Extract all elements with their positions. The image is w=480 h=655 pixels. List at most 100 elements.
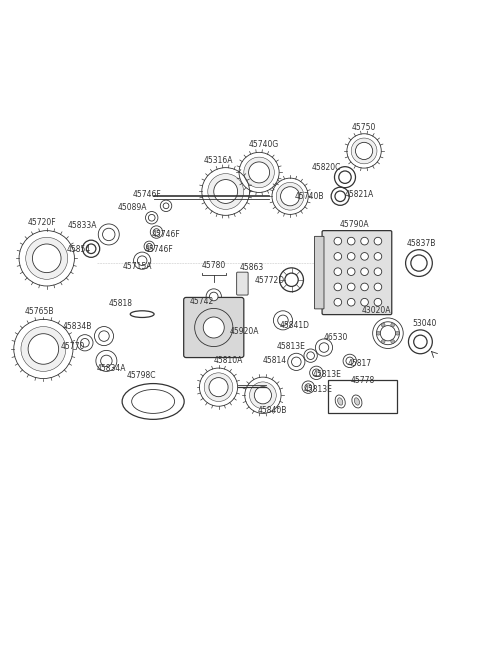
Text: 45765B: 45765B bbox=[25, 307, 54, 316]
Circle shape bbox=[346, 357, 354, 365]
Text: 45810A: 45810A bbox=[214, 356, 243, 365]
Circle shape bbox=[285, 273, 298, 286]
Circle shape bbox=[137, 256, 147, 265]
Circle shape bbox=[209, 292, 218, 301]
Circle shape bbox=[21, 327, 66, 371]
Text: 45089A: 45089A bbox=[118, 203, 147, 212]
Circle shape bbox=[396, 331, 399, 335]
Circle shape bbox=[312, 369, 320, 377]
FancyBboxPatch shape bbox=[322, 231, 392, 314]
Ellipse shape bbox=[132, 390, 175, 413]
Text: 45790A: 45790A bbox=[340, 219, 369, 229]
Text: 45780: 45780 bbox=[202, 261, 226, 271]
Circle shape bbox=[204, 373, 233, 402]
Circle shape bbox=[28, 333, 59, 364]
Circle shape bbox=[361, 283, 368, 291]
Text: 45920A: 45920A bbox=[230, 327, 260, 336]
Circle shape bbox=[348, 299, 355, 306]
Text: 45746F: 45746F bbox=[152, 230, 180, 239]
Text: 45798C: 45798C bbox=[126, 371, 156, 380]
Circle shape bbox=[208, 174, 243, 210]
Circle shape bbox=[374, 299, 382, 306]
Circle shape bbox=[305, 384, 312, 390]
Circle shape bbox=[99, 331, 109, 341]
Text: 45742: 45742 bbox=[190, 297, 214, 306]
Text: 45834B: 45834B bbox=[63, 322, 93, 331]
Circle shape bbox=[146, 244, 152, 250]
Circle shape bbox=[334, 299, 342, 306]
Circle shape bbox=[351, 138, 377, 164]
Text: 45316A: 45316A bbox=[204, 156, 233, 165]
Text: 45746F: 45746F bbox=[144, 244, 173, 253]
Text: 46530: 46530 bbox=[324, 333, 348, 342]
Circle shape bbox=[348, 253, 355, 260]
Circle shape bbox=[414, 335, 427, 348]
Circle shape bbox=[307, 352, 314, 360]
Circle shape bbox=[376, 331, 380, 335]
Text: 45813E: 45813E bbox=[277, 342, 306, 351]
Text: 45778: 45778 bbox=[351, 376, 375, 384]
Circle shape bbox=[361, 299, 368, 306]
Text: 45820C: 45820C bbox=[311, 163, 341, 172]
Circle shape bbox=[148, 214, 155, 221]
Text: 45841D: 45841D bbox=[280, 321, 310, 330]
Ellipse shape bbox=[337, 398, 343, 405]
Circle shape bbox=[249, 162, 270, 183]
Circle shape bbox=[361, 237, 368, 245]
Circle shape bbox=[335, 191, 346, 202]
Circle shape bbox=[374, 237, 382, 245]
Text: 45817: 45817 bbox=[347, 359, 372, 368]
FancyBboxPatch shape bbox=[314, 236, 324, 309]
Circle shape bbox=[163, 203, 169, 209]
Circle shape bbox=[319, 343, 329, 352]
Text: 53040: 53040 bbox=[412, 318, 436, 328]
Circle shape bbox=[278, 315, 288, 326]
Text: 45720F: 45720F bbox=[28, 218, 56, 227]
Text: 43020A: 43020A bbox=[361, 306, 391, 315]
Circle shape bbox=[81, 339, 89, 347]
Circle shape bbox=[381, 339, 385, 343]
Circle shape bbox=[281, 187, 300, 206]
FancyBboxPatch shape bbox=[184, 297, 244, 358]
FancyBboxPatch shape bbox=[237, 272, 248, 295]
Circle shape bbox=[291, 357, 301, 367]
Text: 45770: 45770 bbox=[61, 343, 85, 351]
Ellipse shape bbox=[354, 398, 360, 405]
Circle shape bbox=[209, 378, 228, 397]
Text: 45840B: 45840B bbox=[258, 406, 287, 415]
Circle shape bbox=[348, 268, 355, 276]
Circle shape bbox=[356, 142, 372, 160]
Circle shape bbox=[153, 229, 160, 235]
Bar bbox=[328, 380, 397, 413]
Circle shape bbox=[374, 253, 382, 260]
Circle shape bbox=[334, 268, 342, 276]
Circle shape bbox=[203, 317, 224, 338]
Circle shape bbox=[381, 323, 385, 327]
Circle shape bbox=[361, 268, 368, 276]
Text: 45740G: 45740G bbox=[249, 140, 279, 149]
Text: 45833A: 45833A bbox=[68, 221, 97, 230]
Circle shape bbox=[254, 386, 272, 404]
Text: 45863: 45863 bbox=[240, 263, 264, 272]
Circle shape bbox=[374, 283, 382, 291]
Circle shape bbox=[411, 255, 427, 271]
Text: 45821A: 45821A bbox=[345, 190, 374, 198]
Circle shape bbox=[26, 237, 68, 279]
Circle shape bbox=[348, 283, 355, 291]
Circle shape bbox=[276, 183, 304, 210]
Circle shape bbox=[244, 157, 275, 188]
Circle shape bbox=[334, 237, 342, 245]
Circle shape bbox=[361, 253, 368, 260]
Circle shape bbox=[374, 268, 382, 276]
Text: 45818: 45818 bbox=[108, 299, 132, 309]
Circle shape bbox=[348, 237, 355, 245]
Text: 45750: 45750 bbox=[352, 123, 376, 132]
Text: 45813E: 45813E bbox=[303, 385, 332, 394]
Circle shape bbox=[334, 283, 342, 291]
Text: 45772D: 45772D bbox=[255, 276, 285, 284]
Circle shape bbox=[103, 228, 115, 240]
Circle shape bbox=[339, 171, 351, 183]
Text: 45854: 45854 bbox=[67, 244, 91, 253]
Text: 45813E: 45813E bbox=[312, 369, 341, 379]
Circle shape bbox=[391, 339, 395, 343]
